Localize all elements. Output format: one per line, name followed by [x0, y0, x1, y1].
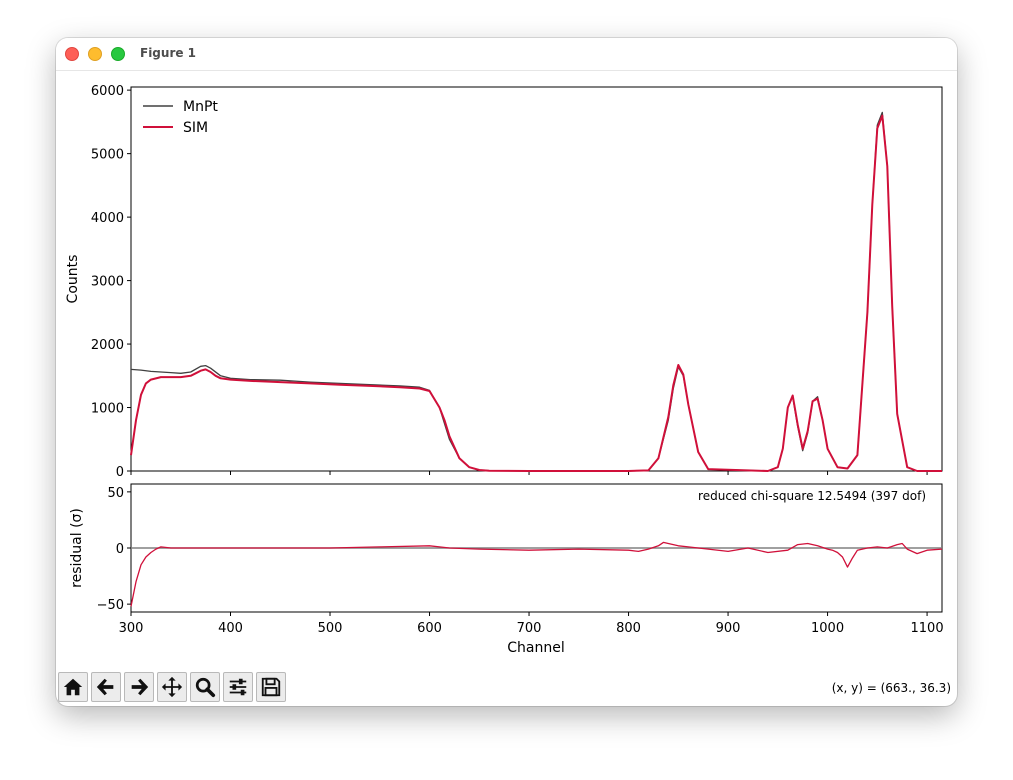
counts-y-tick-label: 0	[116, 465, 124, 480]
channel-x-tick-label: 700	[517, 621, 542, 636]
channel-x-tick-label: 900	[716, 621, 741, 636]
residual-y-tick-label: 50	[107, 486, 124, 501]
minimize-window-button[interactable]	[88, 47, 102, 61]
counts-y-tick-label: 4000	[91, 211, 124, 226]
forward-icon	[131, 678, 149, 696]
pan-button[interactable]	[157, 672, 187, 702]
residual-y-tick-label: 0	[116, 542, 124, 557]
title-bar: Figure 1	[56, 38, 957, 71]
zoom-icon	[195, 677, 216, 698]
counts-axes-frame	[130, 86, 943, 472]
channel-x-tick-label: 300	[119, 621, 144, 636]
counts-y-tick-label: 2000	[91, 338, 124, 353]
save-icon	[261, 677, 281, 697]
figure-window: Figure 1 0 1000 2000 3000 4000 5000 6000 Count…	[56, 38, 957, 706]
residual-lines	[130, 541, 943, 607]
legend-mnpt-label: MnPt	[183, 99, 218, 115]
legend: MnPt SIM	[143, 99, 218, 136]
counts-y-tick-label: 6000	[91, 84, 124, 99]
zoom-window-button[interactable]	[111, 47, 125, 61]
home-icon	[63, 678, 83, 696]
channel-x-tick-label: 500	[318, 621, 343, 636]
channel-x-tick-label: 1000	[811, 621, 844, 636]
residual-y-ticks: −50 0 50	[97, 486, 131, 613]
back-icon	[96, 678, 114, 696]
counts-y-ticks: 0 1000 2000 3000 4000 5000 6000	[91, 84, 131, 480]
channel-x-tick-label: 400	[218, 621, 243, 636]
residual-series-line	[130, 541, 943, 607]
counts-y-tick-label: 1000	[91, 402, 124, 417]
cursor-coordinates: (x, y) = (663., 36.3)	[831, 681, 951, 695]
counts-axes[interactable]: 0 1000 2000 3000 4000 5000 6000 Counts MnPt SI…	[65, 84, 943, 480]
sim-series-line	[130, 114, 942, 472]
counts-y-tick-label: 5000	[91, 148, 124, 163]
configure-subplots-icon	[229, 678, 247, 696]
residual-y-axis-label: residual (σ)	[69, 508, 85, 588]
channel-x-tick-label: 1100	[911, 621, 944, 636]
channel-x-axis-label: Channel	[507, 640, 564, 656]
close-window-button[interactable]	[65, 47, 79, 61]
configure-subplots-button[interactable]	[223, 672, 253, 702]
navigation-toolbar	[58, 672, 286, 704]
counts-y-axis-label: Counts	[65, 255, 81, 304]
forward-button[interactable]	[124, 672, 154, 702]
counts-y-tick-label: 3000	[91, 275, 124, 290]
residual-x-ticks: 300 400 500 600 700 800 900 1000 1100	[119, 612, 944, 636]
channel-x-tick-label: 800	[616, 621, 641, 636]
pan-icon	[161, 676, 183, 698]
counts-lines	[130, 111, 942, 472]
chi-square-annotation: reduced chi-square 12.5494 (397 dof)	[698, 489, 926, 503]
window-title: Figure 1	[140, 46, 197, 60]
zoom-button[interactable]	[190, 672, 220, 702]
residual-y-tick-label: −50	[97, 598, 124, 613]
home-button[interactable]	[58, 672, 88, 702]
residual-axes[interactable]: −50 0 50 300 400 500 600 700 800 900 1000 1100 red…	[69, 483, 944, 656]
channel-x-tick-label: 600	[417, 621, 442, 636]
save-button[interactable]	[256, 672, 286, 702]
legend-sim-label: SIM	[183, 120, 208, 136]
back-button[interactable]	[91, 672, 121, 702]
